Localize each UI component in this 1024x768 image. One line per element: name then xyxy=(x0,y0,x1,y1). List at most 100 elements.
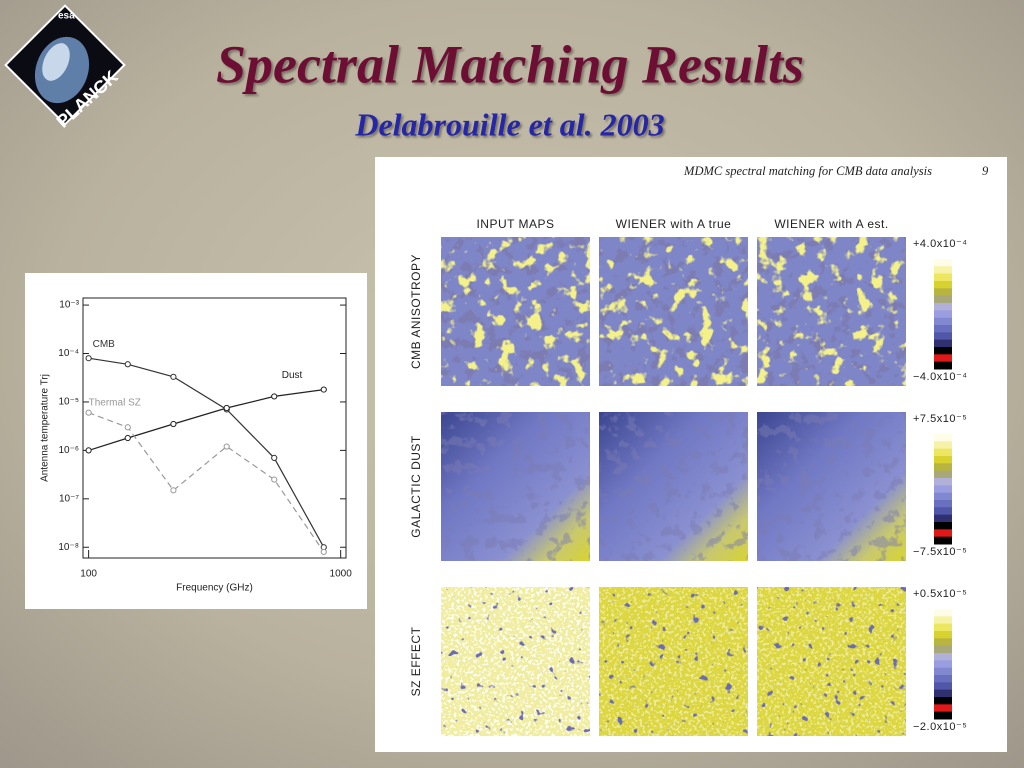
map xyxy=(441,587,590,736)
colorbar-step xyxy=(934,500,952,508)
colorbar-step xyxy=(934,478,952,486)
colorbar-step xyxy=(934,259,952,267)
colorbar-step xyxy=(934,514,952,523)
colorbar-step xyxy=(934,434,952,442)
colorbar-step xyxy=(934,448,952,457)
series-line xyxy=(88,389,324,451)
colorbar-step xyxy=(934,325,952,333)
colorbar-step xyxy=(934,281,952,289)
colorbar-step xyxy=(934,317,952,326)
y-tick-label: 10⁻³ xyxy=(59,300,79,311)
colorbar xyxy=(934,609,952,720)
map-texture xyxy=(599,587,748,736)
colorbar-step xyxy=(934,623,952,632)
colorbar-step xyxy=(934,354,952,363)
colorbar-step xyxy=(934,485,952,494)
colorbar-step xyxy=(934,609,952,617)
colorbar-step xyxy=(934,638,952,647)
series-line xyxy=(88,357,325,548)
y-axis-label: Antenna temperature Trj xyxy=(40,374,51,482)
y-tick-label: 10⁻⁷ xyxy=(59,493,79,504)
colorbar-step xyxy=(934,288,952,297)
column-title: INPUT MAPS xyxy=(476,217,554,231)
logo-agency: esa xyxy=(58,11,75,22)
colorbar-step xyxy=(934,463,952,472)
colorbar-step xyxy=(934,492,952,501)
series-label: CMB xyxy=(93,339,116,350)
map-texture xyxy=(441,237,590,386)
colorbar-step xyxy=(934,536,952,545)
series-line xyxy=(88,412,325,553)
data-point xyxy=(320,386,327,393)
plot-frame xyxy=(82,297,347,559)
colorbar-step xyxy=(934,361,952,370)
colorbar-step xyxy=(934,653,952,661)
colorbar-step xyxy=(934,303,952,311)
map xyxy=(757,412,906,561)
colorbar-step xyxy=(934,704,952,713)
x-tick-label: 100 xyxy=(80,569,97,580)
chart-panel xyxy=(25,273,367,609)
x-tick-label: 1000 xyxy=(330,569,353,580)
colorbar-max: +7.5x10⁻⁵ xyxy=(913,413,967,425)
data-point xyxy=(223,443,230,450)
data-point xyxy=(320,548,327,556)
colorbar-step xyxy=(934,682,952,691)
colorbar-step xyxy=(934,631,952,639)
map-texture xyxy=(599,412,748,561)
colorbar-step xyxy=(934,295,952,304)
map-grid: INPUT MAPS WIENER with A true WIENER with … xyxy=(409,217,967,736)
colorbar-step xyxy=(934,711,952,720)
colorbar-step xyxy=(934,689,952,698)
data-point xyxy=(170,487,177,494)
colorbar-step xyxy=(934,456,952,464)
slide-subtitle: Delabrouille et al. 2003 xyxy=(354,106,664,142)
slide-title: Spectral Matching Results xyxy=(216,34,804,94)
colorbar-step xyxy=(934,332,952,341)
column-title: WIENER with A true xyxy=(616,217,732,231)
colorbar-step xyxy=(934,616,952,625)
y-tick-label: 10⁻⁵ xyxy=(58,397,79,408)
data-point xyxy=(124,434,131,442)
data-point xyxy=(85,409,92,416)
map-texture xyxy=(441,587,590,736)
colorbar-step xyxy=(934,470,952,479)
y-tick-label: 10⁻⁶ xyxy=(58,445,79,456)
map-texture xyxy=(757,587,906,736)
data-point xyxy=(223,404,230,412)
page-number: 9 xyxy=(982,164,989,178)
x-axis-label: Frequency (GHz) xyxy=(176,583,253,594)
map-texture xyxy=(757,237,906,386)
row-label: SZ EFFECT xyxy=(409,626,423,696)
data-point xyxy=(124,424,131,431)
colorbar-step xyxy=(934,273,952,282)
map xyxy=(441,412,590,561)
colorbar-max: +0.5x10⁻⁵ xyxy=(913,588,967,600)
colorbar-step xyxy=(934,266,952,275)
series-label: Dust xyxy=(282,370,303,381)
figure-header: MDMC spectral matching for CMB data anal… xyxy=(683,164,932,178)
data-point xyxy=(271,476,278,483)
series-label: Thermal SZ xyxy=(89,397,141,408)
colorbar xyxy=(934,259,952,370)
data-point xyxy=(170,420,177,428)
colorbar-step xyxy=(934,507,952,516)
map xyxy=(599,587,748,736)
colorbar-step xyxy=(934,645,952,654)
row-label: CMB ANISOTROPY xyxy=(409,254,423,369)
chart: 10⁻³ 10⁻⁴ 10⁻⁵ 10⁻⁶ 10⁻⁷ 10⁻⁸ 100 1000 Frequency… xyxy=(40,297,353,594)
column-title: WIENER with A est. xyxy=(774,217,888,231)
map xyxy=(599,412,748,561)
colorbar-min: −7.5x10⁻⁵ xyxy=(913,546,967,558)
y-tick-label: 10⁻⁸ xyxy=(58,542,79,553)
colorbar-step xyxy=(934,697,952,705)
colorbar-max: +4.0x10⁻⁴ xyxy=(913,238,967,250)
data-point xyxy=(271,454,278,461)
colorbar-step xyxy=(934,675,952,683)
colorbar-step xyxy=(934,529,952,538)
map xyxy=(757,587,906,736)
colorbar-step xyxy=(934,441,952,450)
colorbar-step xyxy=(934,347,952,355)
data-point xyxy=(271,393,278,400)
